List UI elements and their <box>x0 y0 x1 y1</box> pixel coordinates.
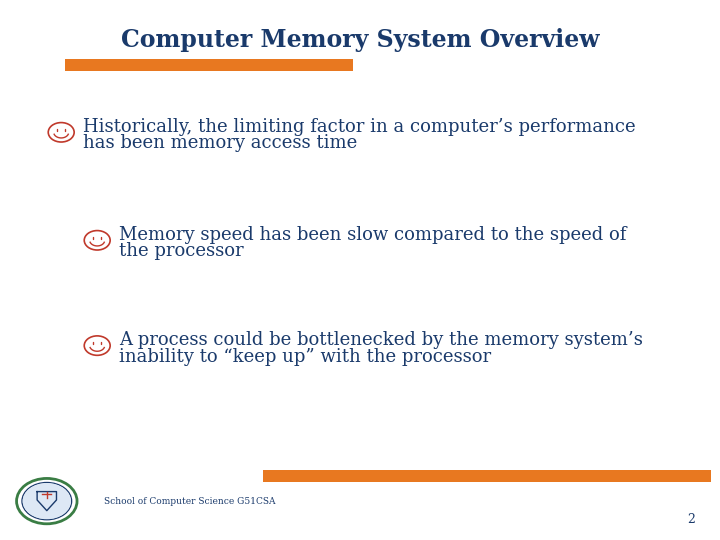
Bar <box>263 470 711 482</box>
Text: A process could be bottlenecked by the memory system’s: A process could be bottlenecked by the m… <box>119 331 643 349</box>
Bar <box>65 59 353 71</box>
Text: has been memory access time: has been memory access time <box>83 134 357 152</box>
Text: Computer Memory System Overview: Computer Memory System Overview <box>121 29 599 52</box>
Text: the processor: the processor <box>119 242 243 260</box>
Text: Memory speed has been slow compared to the speed of: Memory speed has been slow compared to t… <box>119 226 626 244</box>
Text: Historically, the limiting factor in a computer’s performance: Historically, the limiting factor in a c… <box>83 118 636 136</box>
Text: 2: 2 <box>687 513 695 526</box>
Text: School of Computer Science G51CSA: School of Computer Science G51CSA <box>104 497 276 505</box>
Circle shape <box>22 483 71 519</box>
Text: inability to “keep up” with the processor: inability to “keep up” with the processo… <box>119 348 491 366</box>
